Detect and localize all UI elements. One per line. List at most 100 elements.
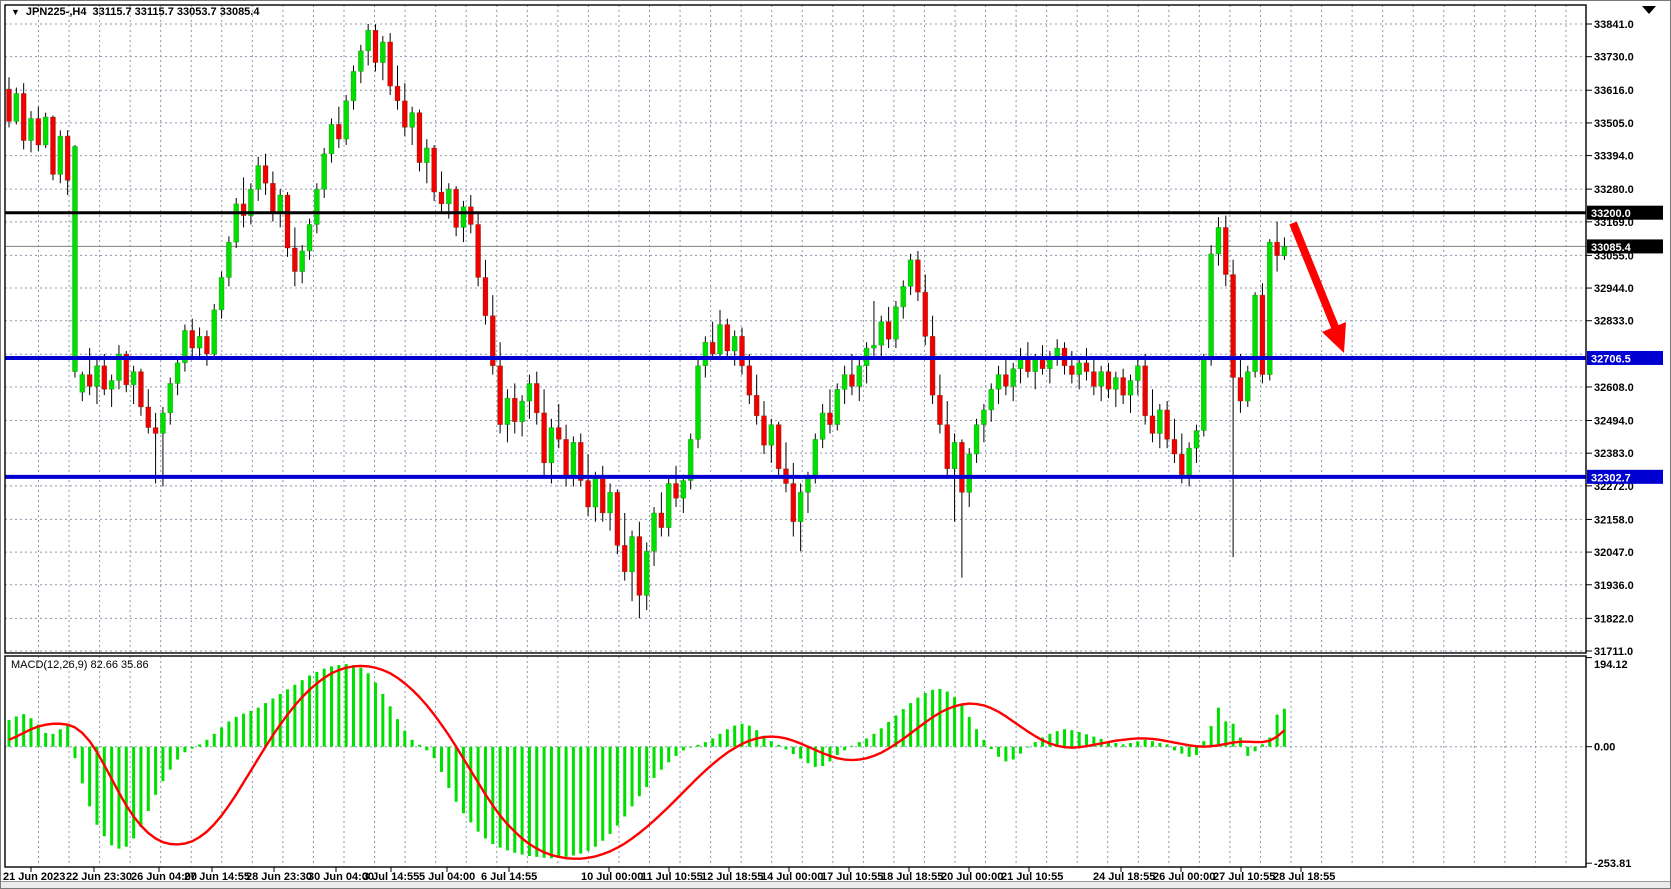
bull-candle (1208, 253, 1214, 361)
bull-candle (981, 409, 987, 425)
bull-candle (841, 374, 848, 390)
price-tick-label: 32272.0 (1594, 481, 1634, 493)
bull-candle (607, 492, 613, 514)
bull-candle (1186, 447, 1192, 475)
bull-candle (1135, 365, 1141, 381)
time-tick-label: 18 Jul 18:55 (881, 871, 943, 883)
time-tick-label: 30 Jun 04:00 (308, 871, 374, 883)
bear-candle (86, 374, 93, 387)
trend-arrow-annotation[interactable] (1289, 221, 1346, 353)
bear-candle (101, 365, 108, 390)
price-badge (1587, 205, 1663, 220)
macd-panel-border (4, 655, 1587, 868)
bull-candle (409, 112, 415, 128)
bull-candle (321, 153, 327, 190)
chart-shift-marker-icon[interactable] (1642, 6, 1656, 14)
bear-candle (922, 291, 929, 337)
bear-candle (284, 194, 291, 249)
time-tick-label: 11 Jul 10:55 (641, 871, 703, 883)
bull-candle (1244, 371, 1251, 402)
price-tick-label: 32608.0 (1594, 382, 1634, 394)
bull-candle (277, 194, 284, 213)
bull-candle (108, 380, 115, 390)
bear-candle (585, 480, 591, 508)
bear-candle (50, 116, 56, 175)
bull-candle (248, 188, 254, 216)
bear-candle (402, 100, 408, 128)
bull-candle (651, 512, 657, 552)
arrow-head-icon (1322, 322, 1346, 353)
price-tick-label: 33169.0 (1594, 217, 1634, 229)
bear-candle (739, 336, 745, 367)
bear-candle (511, 397, 518, 422)
bear-candle (915, 259, 921, 293)
bear-candle (138, 371, 144, 408)
bull-candle (314, 188, 320, 225)
time-tick-label: 14 Jul 00:00 (761, 871, 823, 883)
bear-candle (775, 424, 782, 470)
bear-candle (453, 188, 459, 228)
time-tick-label: 12 Jul 18:55 (701, 871, 763, 883)
candlesticks-layer[interactable] (6, 29, 1288, 596)
price-axis[interactable]: 33841.0 33730.0 33616.0 33505.0 33394.0 33280… (1586, 19, 1663, 658)
bull-candle (548, 427, 555, 464)
bear-candle (1149, 415, 1156, 434)
bear-candle (599, 477, 606, 514)
time-tick-label: 5 Jul 04:00 (419, 871, 475, 883)
time-tick-label: 26 Jul 00:00 (1153, 871, 1215, 883)
macd-axis[interactable]: 194.12 0.00 -253.81 (1586, 657, 1631, 871)
bull-candle (1215, 227, 1222, 255)
bear-candle (673, 483, 679, 499)
bull-candle (343, 100, 349, 140)
bull-candle (717, 324, 723, 355)
arrow-shaft (1289, 221, 1339, 329)
macd-tick-label: 194.12 (1594, 659, 1628, 671)
bear-candle (189, 330, 196, 349)
bull-candle (643, 550, 650, 596)
bear-candle (621, 545, 628, 573)
bear-candle (292, 247, 298, 272)
price-tick-label: 33841.0 (1594, 19, 1634, 31)
bull-candle (424, 147, 430, 163)
bear-candle (1105, 371, 1112, 390)
bull-candle (504, 397, 511, 425)
time-tick-label: 28 Jul 18:55 (1273, 871, 1335, 883)
bear-candle (1039, 359, 1046, 370)
bear-candle (533, 383, 540, 414)
price-badge-label: 32706.5 (1591, 353, 1631, 365)
bull-candle (680, 480, 687, 499)
bull-candle (629, 536, 635, 573)
price-badge (1587, 350, 1663, 365)
bear-candle (387, 41, 393, 87)
price-tick-label: 31711.0 (1594, 646, 1633, 658)
bull-candle (1193, 430, 1200, 449)
time-tick-label: 20 Jul 00:00 (941, 871, 1003, 883)
bear-candle (1142, 365, 1148, 417)
time-tick-label: 10 Jul 00:00 (581, 871, 643, 883)
bull-candle (365, 29, 371, 52)
bull-candle (72, 146, 78, 372)
bear-candle (1120, 377, 1126, 396)
bear-candle (1179, 453, 1185, 475)
price-tick-label: 33280.0 (1594, 184, 1634, 196)
bear-candle (475, 224, 481, 278)
bull-candle (79, 374, 86, 393)
bull-candle (306, 224, 313, 252)
bull-candle (1032, 359, 1038, 372)
bear-candle (6, 88, 12, 122)
symbol-dropdown-icon[interactable]: ▼ (11, 7, 20, 17)
bear-candle (372, 29, 379, 63)
time-tick-label: 26 Jun 04:00 (131, 871, 197, 883)
bull-candle (995, 374, 1002, 390)
bear-candle (394, 85, 401, 102)
bear-candle (761, 415, 767, 446)
bull-candle (687, 439, 694, 481)
price-tick-label: 31822.0 (1594, 613, 1634, 625)
time-tick-label: 27 Jul 10:55 (1213, 871, 1275, 883)
bull-candle (167, 383, 174, 414)
bear-candle (614, 492, 621, 546)
bull-candle (233, 203, 240, 243)
macd-histogram-layer (7, 664, 1286, 859)
